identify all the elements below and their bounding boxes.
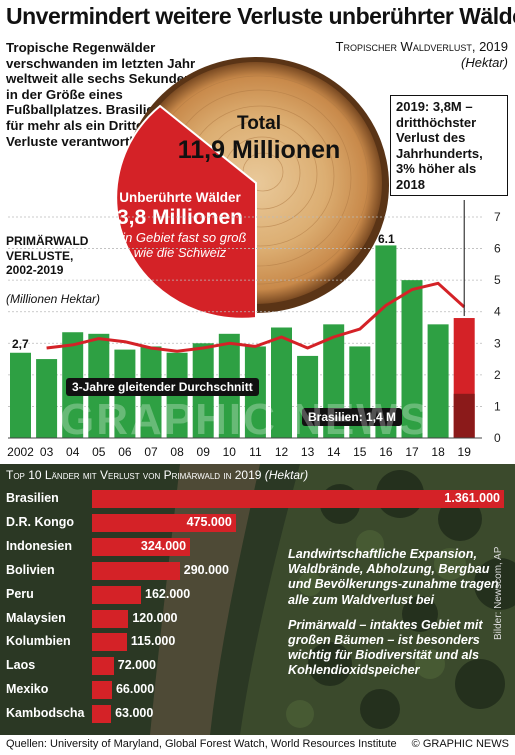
photo-credit: Bilder: Newscom, AP	[493, 546, 504, 640]
x-tick-label: 15	[353, 445, 367, 459]
sources: Quellen: University of Maryland, Global …	[6, 738, 397, 750]
x-tick-label: 08	[170, 445, 184, 459]
y-tick-label: 1	[494, 399, 501, 413]
info-text: Landwirtschaftliche Expansion, Waldbränd…	[288, 547, 500, 689]
brazil-bar	[453, 393, 475, 438]
x-tick-label: 13	[301, 445, 315, 459]
x-tick-label: 04	[66, 445, 80, 459]
y-tick-label: 5	[494, 273, 501, 287]
footer	[0, 735, 515, 755]
x-tick-label: 06	[118, 445, 132, 459]
moving-average-line	[46, 281, 466, 353]
y-tick-label: 7	[494, 210, 501, 224]
headline: Unvermindert weitere Verluste unberührte…	[6, 3, 515, 29]
intro-text: Tropische Regenwälder verschwanden im le…	[6, 40, 196, 149]
primary-forest-wedge	[116, 106, 257, 319]
bar-12	[271, 327, 292, 438]
x-tick-label: 17	[405, 445, 419, 459]
primary-loss-title: PRIMÄRWALD VERLUSTE, 2002-2019	[6, 234, 89, 277]
x-tick-label: 11	[249, 445, 262, 459]
x-tick-label: 19	[458, 445, 472, 459]
tree-trunk-illustration	[115, 57, 389, 320]
peak-value-label: 6.1	[378, 232, 395, 246]
y-tick-label: 0	[494, 431, 501, 445]
x-tick-label: 05	[92, 445, 106, 459]
top10-unit: (Hektar)	[264, 468, 309, 482]
first-value-label: 2,7	[12, 337, 29, 351]
total-value: 11,9 Millionen	[177, 136, 341, 164]
x-tick-label: 10	[223, 445, 237, 459]
total-label: Total	[237, 113, 281, 134]
moving-average-label: 3-Jahre gleitender Durchschnitt	[66, 378, 259, 396]
bar-16	[375, 245, 397, 438]
bar-17	[401, 280, 423, 438]
primary-label: Unberührte Wälder	[119, 190, 241, 205]
x-tick-label: 03	[40, 445, 54, 459]
copyright: © GRAPHIC NEWS	[411, 738, 509, 750]
info-primary-forest: Primärwald – intaktes Gebiet mit großen …	[288, 617, 483, 678]
y-tick-label: 2	[494, 368, 501, 382]
tropical-loss-title: Tropischer Waldverlust, 2019	[335, 39, 509, 54]
bar-2002	[10, 352, 31, 438]
info-drivers: Landwirtschaftliche Expansion, Waldbränd…	[288, 547, 499, 607]
top10-title: Top 10 Länder mit Verlust von Primärwald…	[6, 468, 511, 482]
annotation-2019: 2019: 3,8M – dritthöchster Verlust des J…	[390, 95, 508, 196]
primary-loss-unit: (Millionen Hektar)	[6, 292, 101, 306]
y-tick-label: 3	[494, 336, 501, 350]
primary-value: 3,8 Millionen	[116, 206, 244, 229]
brazil-label: Brasilien: 1,4 M	[302, 408, 403, 426]
x-tick-label: 12	[275, 445, 289, 459]
y-tick-label: 6	[494, 242, 501, 256]
y-tick-label: 4	[494, 305, 501, 319]
x-tick-label: 2002	[7, 445, 34, 459]
bar-03	[36, 359, 58, 438]
primary-forest-label: Unberührte Wälder 3,8 Millionen Ein Gebi…	[104, 190, 256, 260]
x-tick-label: 14	[327, 445, 341, 459]
x-tick-label: 09	[197, 445, 211, 459]
x-tick-label: 07	[144, 445, 158, 459]
bar-18	[427, 324, 449, 438]
x-tick-label: 18	[431, 445, 445, 459]
tropical-loss-unit: (Hektar)	[461, 55, 508, 70]
watermark: GRAPHIC NEWS	[60, 395, 432, 444]
total-loss-label: Total 11,9 Millionen	[176, 113, 342, 165]
top10-title-text: Top 10 Länder mit Verlust von Primärwald…	[6, 468, 262, 482]
x-tick-label: 16	[379, 445, 393, 459]
forest-photo	[0, 464, 515, 735]
